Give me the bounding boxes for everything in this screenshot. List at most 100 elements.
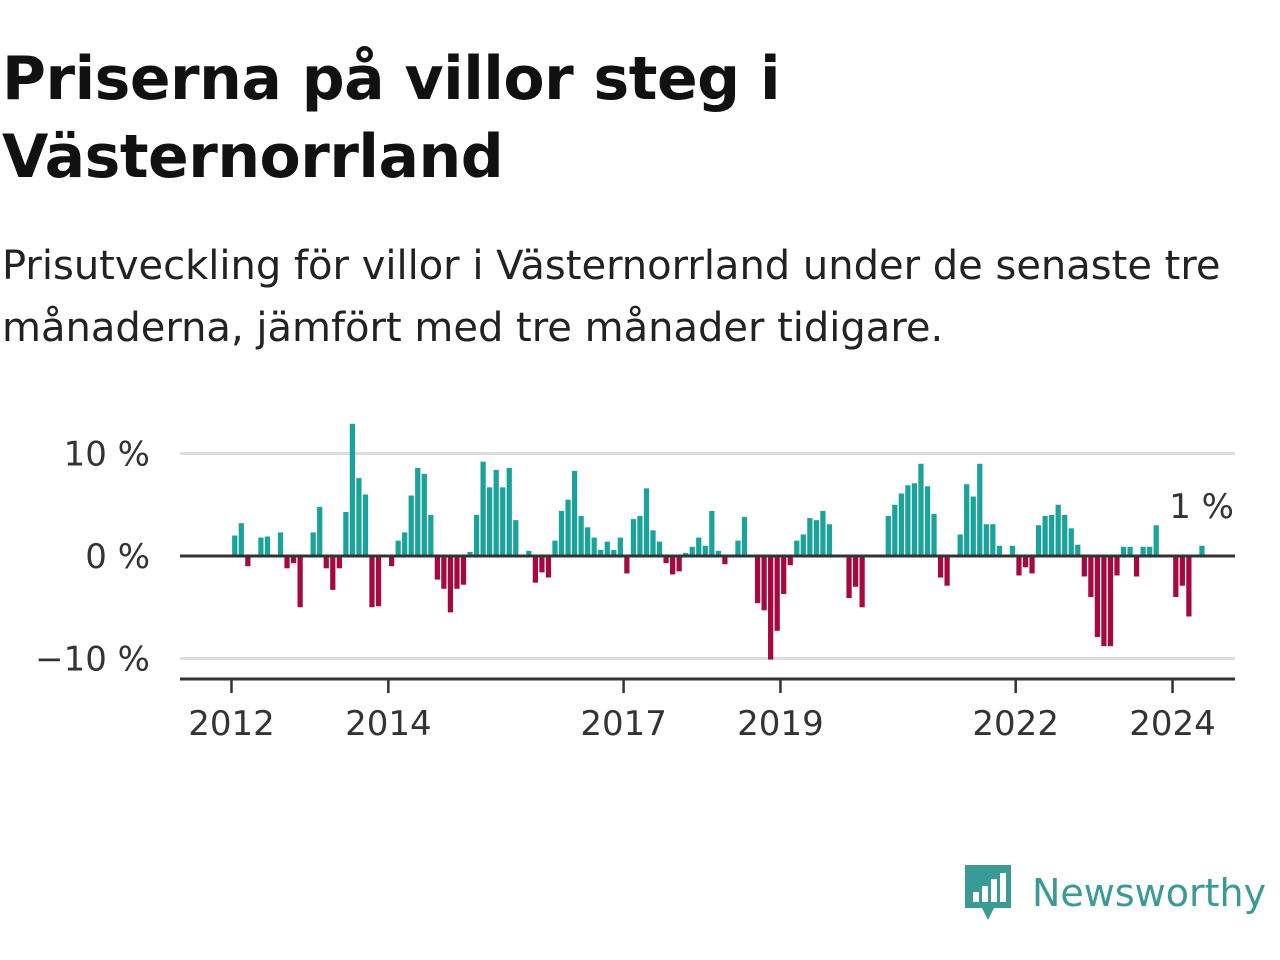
bar (1016, 556, 1022, 576)
bar (1120, 546, 1127, 556)
bar (964, 484, 970, 556)
bar (415, 467, 421, 556)
bar (754, 556, 761, 604)
bar (996, 545, 1002, 556)
bar (1042, 516, 1048, 556)
bar (768, 556, 774, 660)
bar (970, 496, 976, 556)
bar (937, 556, 944, 578)
bar (330, 556, 336, 590)
bar (944, 556, 950, 586)
bars (232, 423, 1205, 660)
bar (297, 556, 303, 608)
bar (885, 516, 891, 556)
bar (859, 556, 865, 608)
bar (643, 488, 650, 556)
bar (1055, 504, 1061, 556)
bar (434, 556, 440, 580)
bar (722, 556, 728, 565)
axes: −10 % 0 % 10 % 2012 2014 2017 2019 2022 2024 1 % (35, 435, 1235, 744)
chart-title: Priserna på villor steg i Västernorrland (2, 44, 781, 192)
bar (1075, 544, 1081, 556)
bar (487, 487, 493, 556)
bar (460, 556, 467, 585)
newsworthy-logo-icon (965, 865, 1011, 920)
bar (441, 556, 447, 589)
bar (388, 556, 395, 567)
newsworthy-logo[interactable]: Newsworthy (962, 862, 1266, 924)
bar (1049, 515, 1055, 556)
bar (1035, 525, 1042, 556)
bar (800, 534, 806, 556)
bar (892, 504, 898, 556)
bar (428, 515, 434, 556)
bar (1101, 556, 1107, 647)
bar (395, 540, 401, 557)
bar (349, 423, 356, 556)
bar (598, 549, 604, 556)
bar (617, 537, 623, 556)
bar (1062, 515, 1068, 556)
bar (264, 536, 271, 556)
bar (611, 549, 617, 556)
bar (650, 530, 656, 557)
bar (1179, 556, 1185, 586)
bar (807, 518, 813, 556)
bar (696, 537, 702, 556)
bar (1173, 556, 1179, 597)
bar (683, 552, 689, 556)
bar (343, 511, 349, 556)
bar (794, 540, 800, 557)
bar (277, 532, 284, 556)
bar (761, 556, 767, 611)
bar (591, 537, 597, 556)
bar (526, 550, 532, 557)
bar (1081, 556, 1087, 577)
chart-subtitle: Prisutveckling för villor i Västernorrla… (2, 243, 1221, 351)
bar (310, 532, 316, 556)
bar (408, 495, 414, 556)
bar (924, 486, 931, 556)
x-tick-label: 2012 (188, 704, 275, 744)
bar (931, 513, 937, 556)
bar (820, 510, 826, 556)
bar (258, 537, 264, 556)
bar (898, 493, 904, 556)
bar (1147, 546, 1153, 556)
y-tick-label: −10 % (35, 640, 150, 680)
logo-text: Newsworthy (1032, 871, 1267, 915)
bar (473, 515, 480, 556)
bar (624, 556, 630, 574)
bar (709, 510, 715, 556)
bar (402, 532, 408, 556)
bar (480, 461, 486, 556)
bar (1199, 545, 1205, 556)
bar (1094, 556, 1101, 637)
bar (500, 487, 506, 556)
x-tick-label: 2022 (972, 704, 1059, 744)
bar (735, 540, 741, 557)
bar (852, 556, 859, 587)
y-tick-label: 10 % (64, 435, 150, 475)
x-tick-label: 2024 (1129, 704, 1216, 744)
bar (532, 556, 538, 583)
grid-lines (180, 452, 1235, 660)
bar (637, 516, 643, 556)
bar (905, 485, 911, 556)
bar (1088, 556, 1094, 597)
bar (1140, 546, 1146, 556)
bar (846, 556, 852, 599)
bar (741, 517, 748, 556)
bar (506, 467, 512, 556)
bar (663, 556, 669, 564)
bar (284, 556, 290, 569)
bar (983, 524, 989, 556)
x-tick-label: 2017 (580, 704, 667, 744)
bar (1133, 556, 1140, 577)
bar (585, 527, 591, 556)
bar (787, 556, 793, 566)
bar (421, 474, 427, 556)
bar (1186, 556, 1192, 617)
last-value-label: 1 % (1169, 487, 1234, 527)
bar (689, 546, 695, 556)
